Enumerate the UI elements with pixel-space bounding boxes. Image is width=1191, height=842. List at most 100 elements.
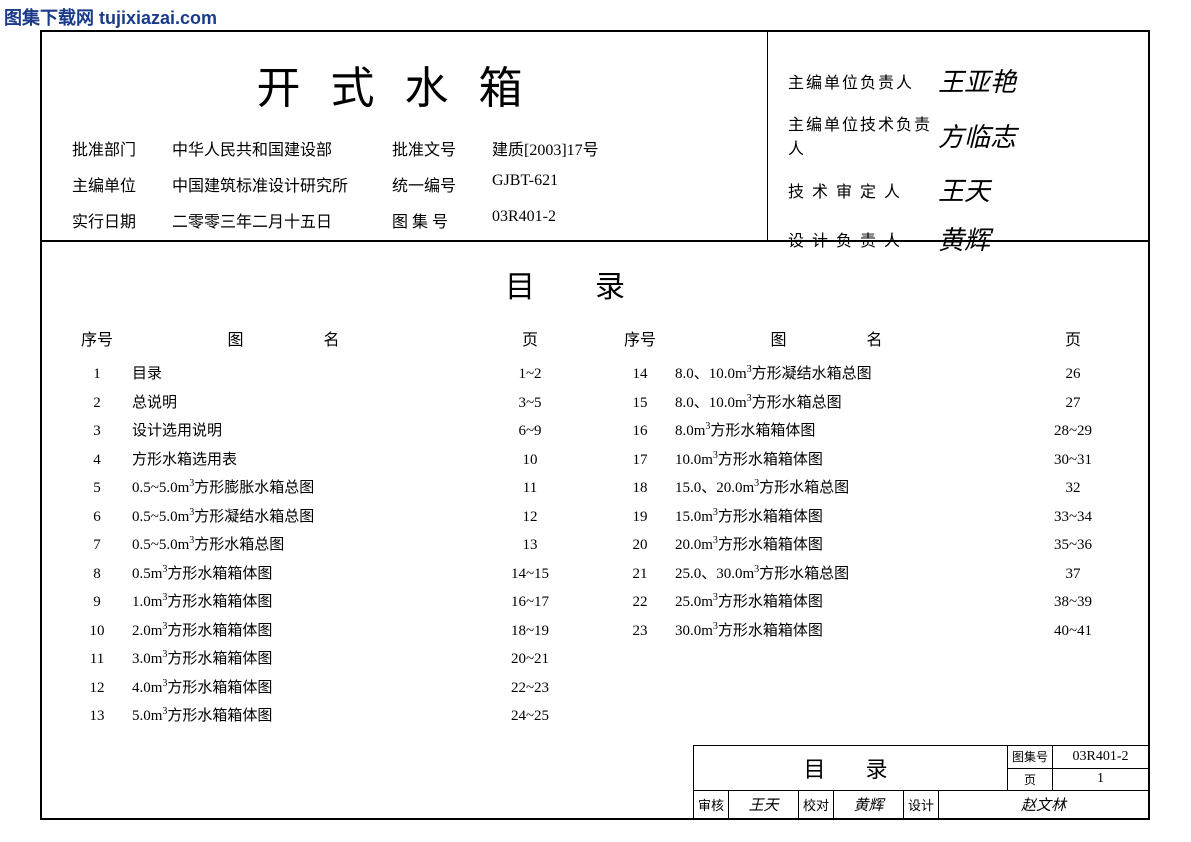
titleblock-code-label: 图集号 <box>1008 746 1053 768</box>
toc-header-name: 图名 <box>122 326 485 350</box>
toc-row-name: 0.5~5.0m3方形水箱总图 <box>122 531 485 560</box>
toc-row: 1710.0m3方形水箱箱体图30~31 <box>615 446 1118 475</box>
toc-row-num: 1 <box>72 360 122 389</box>
toc-row: 60.5~5.0m3方形凝结水箱总图12 <box>72 503 575 532</box>
toc-header: 序号 图名 页 <box>72 326 575 350</box>
toc-row-name: 15.0m3方形水箱箱体图 <box>665 503 1028 532</box>
toc-row-num: 20 <box>615 531 665 560</box>
toc-header-page: 页 <box>485 326 575 350</box>
toc-row-name: 5.0m3方形水箱箱体图 <box>122 702 485 731</box>
signature-row: 主编单位负责人 王亚艳 <box>788 62 1128 99</box>
toc-row: 2225.0m3方形水箱箱体图38~39 <box>615 588 1118 617</box>
signature-label: 主编单位技术负责人 <box>788 111 938 159</box>
toc-row: 2总说明3~5 <box>72 389 575 418</box>
toc-row-num: 12 <box>72 674 122 703</box>
toc-row: 2330.0m3方形水箱箱体图40~41 <box>615 617 1118 646</box>
toc-row-num: 22 <box>615 588 665 617</box>
toc-row: 135.0m3方形水箱箱体图24~25 <box>72 702 575 731</box>
toc-row-num: 21 <box>615 560 665 589</box>
toc-row: 124.0m3方形水箱箱体图22~23 <box>72 674 575 703</box>
toc-row-num: 15 <box>615 389 665 418</box>
signature-label: 主编单位负责人 <box>788 69 938 93</box>
tb-design-value: 赵文林 <box>939 791 1148 818</box>
meta-label: 实行日期 <box>72 208 162 232</box>
toc-row-page: 38~39 <box>1028 588 1118 617</box>
toc-row: 1915.0m3方形水箱箱体图33~34 <box>615 503 1118 532</box>
toc-row-num: 13 <box>72 702 122 731</box>
signature-row: 主编单位技术负责人 方临志 <box>788 111 1128 159</box>
toc-row: 168.0m3方形水箱箱体图28~29 <box>615 417 1118 446</box>
titleblock-code-value: 03R401-2 <box>1053 746 1148 768</box>
toc-row-page: 14~15 <box>485 560 575 589</box>
toc-row: 1目录1~2 <box>72 360 575 389</box>
toc-row-name: 8.0m3方形水箱箱体图 <box>665 417 1028 446</box>
toc-row-page: 27 <box>1028 389 1118 418</box>
meta-value: 中华人民共和国建设部 <box>172 136 382 160</box>
meta-grid: 批准部门 中华人民共和国建设部 批准文号 建质[2003]17号 主编单位 中国… <box>72 136 737 232</box>
toc-row-num: 8 <box>72 560 122 589</box>
toc-row-page: 3~5 <box>485 389 575 418</box>
document-title: 开式水箱 <box>72 52 737 116</box>
toc-header-num: 序号 <box>615 326 665 350</box>
titleblock: 目录 图集号 03R401-2 页 1 审核 王天 校对 黄辉 设计 <box>693 745 1148 818</box>
toc-row-page: 11 <box>485 474 575 503</box>
toc-header-name: 图名 <box>665 326 1028 350</box>
toc-row-name: 3.0m3方形水箱箱体图 <box>122 645 485 674</box>
toc-row-page: 18~19 <box>485 617 575 646</box>
meta-label: 图 集 号 <box>392 208 482 232</box>
toc-row-name: 8.0、10.0m3方形水箱总图 <box>665 389 1028 418</box>
toc-row-num: 17 <box>615 446 665 475</box>
toc-row-page: 13 <box>485 531 575 560</box>
toc-left-column: 序号 图名 页 1目录1~22总说明3~53设计选用说明6~94方形水箱选用表1… <box>72 326 575 731</box>
meta-value: 03R401-2 <box>492 208 652 232</box>
toc-row: 2020.0m3方形水箱箱体图35~36 <box>615 531 1118 560</box>
watermark-text: 图集下载网 tujixiazai.com <box>4 4 217 30</box>
titleblock-page-label: 页 <box>1008 769 1053 791</box>
toc-row-num: 3 <box>72 417 122 446</box>
toc-row-num: 14 <box>615 360 665 389</box>
toc-row-name: 方形水箱选用表 <box>122 446 485 475</box>
toc-row-page: 20~21 <box>485 645 575 674</box>
toc-row-num: 4 <box>72 446 122 475</box>
document-page: 开式水箱 批准部门 中华人民共和国建设部 批准文号 建质[2003]17号 主编… <box>40 30 1150 820</box>
toc-row-num: 18 <box>615 474 665 503</box>
toc-row: 3设计选用说明6~9 <box>72 417 575 446</box>
toc-header-num: 序号 <box>72 326 122 350</box>
titleblock-page-value: 1 <box>1053 769 1148 791</box>
toc-row-num: 5 <box>72 474 122 503</box>
toc-columns: 序号 图名 页 1目录1~22总说明3~53设计选用说明6~94方形水箱选用表1… <box>72 326 1118 731</box>
toc-header-page: 页 <box>1028 326 1118 350</box>
toc-row-page: 12 <box>485 503 575 532</box>
toc-row-page: 40~41 <box>1028 617 1118 646</box>
meta-value: 建质[2003]17号 <box>492 136 652 160</box>
body-band: 目录 序号 图名 页 1目录1~22总说明3~53设计选用说明6~94方形水箱选… <box>42 242 1148 818</box>
toc-row-name: 1.0m3方形水箱箱体图 <box>122 588 485 617</box>
toc-row: 4方形水箱选用表10 <box>72 446 575 475</box>
meta-value: 中国建筑标准设计研究所 <box>172 172 382 196</box>
toc-row-page: 37 <box>1028 560 1118 589</box>
header-left: 开式水箱 批准部门 中华人民共和国建设部 批准文号 建质[2003]17号 主编… <box>42 32 768 240</box>
toc-row-name: 25.0、30.0m3方形水箱总图 <box>665 560 1028 589</box>
toc-row-name: 目录 <box>122 360 485 389</box>
toc-title: 目录 <box>72 262 1118 306</box>
toc-row-name: 15.0、20.0m3方形水箱总图 <box>665 474 1028 503</box>
toc-row-num: 11 <box>72 645 122 674</box>
meta-label: 批准文号 <box>392 136 482 160</box>
toc-row-page: 32 <box>1028 474 1118 503</box>
signature-row: 技 术 审 定 人 王天 <box>788 171 1128 208</box>
toc-row-name: 0.5~5.0m3方形膨胀水箱总图 <box>122 474 485 503</box>
meta-value: 二零零三年二月十五日 <box>172 208 382 232</box>
toc-row-page: 24~25 <box>485 702 575 731</box>
signature-label: 技 术 审 定 人 <box>788 178 938 202</box>
meta-value: GJBT-621 <box>492 172 652 196</box>
titleblock-top: 目录 图集号 03R401-2 页 1 <box>694 746 1148 790</box>
toc-row-name: 10.0m3方形水箱箱体图 <box>665 446 1028 475</box>
toc-row-name: 设计选用说明 <box>122 417 485 446</box>
toc-row: 70.5~5.0m3方形水箱总图13 <box>72 531 575 560</box>
toc-row-page: 33~34 <box>1028 503 1118 532</box>
toc-row-num: 7 <box>72 531 122 560</box>
tb-check-value: 黄辉 <box>834 791 904 818</box>
toc-row-name: 0.5m3方形水箱箱体图 <box>122 560 485 589</box>
signature-value: 王天 <box>938 171 990 208</box>
toc-row: 1815.0、20.0m3方形水箱总图32 <box>615 474 1118 503</box>
